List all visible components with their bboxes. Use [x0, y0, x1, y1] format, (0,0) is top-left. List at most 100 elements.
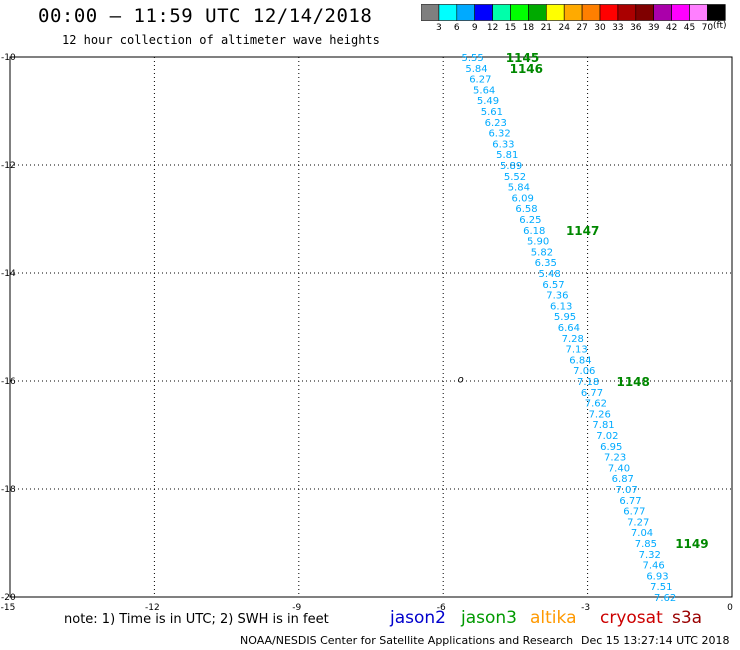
- wave-height-label: 7.46: [642, 561, 664, 572]
- satellite-label-cryosat: cryosat: [600, 608, 663, 628]
- wave-height-label: 5.82: [531, 247, 553, 258]
- wave-height-label: 6.95: [600, 442, 622, 453]
- wave-height-label: 6.32: [488, 129, 510, 140]
- wave-height-label: 7.04: [631, 528, 653, 539]
- legend-tick-label: 70: [702, 23, 714, 33]
- y-tick-label: -16: [1, 377, 16, 387]
- footer-timestamp: Dec 15 13:27:14 UTC 2018: [581, 634, 730, 647]
- wave-height-label: 6.09: [512, 193, 534, 204]
- note-text: note: 1) Time is in UTC; 2) SWH is in fe…: [64, 612, 329, 627]
- wave-height-label: 6.64: [558, 323, 580, 334]
- wave-height-label: 7.85: [635, 539, 657, 550]
- satellite-label-jason2: jason2: [390, 608, 446, 628]
- legend-tick-label: 33: [612, 23, 623, 33]
- wave-height-label: 7.06: [573, 366, 595, 377]
- x-tick-label: -3: [581, 603, 590, 612]
- legend-tick-label: 6: [454, 23, 460, 33]
- wave-height-label: 7.62: [585, 399, 607, 410]
- wave-height-label: 5.48: [539, 269, 561, 280]
- wave-height-label: 6.13: [550, 301, 572, 312]
- page-subtitle: 12 hour collection of altimeter wave hei…: [62, 33, 380, 47]
- legend-tick-label: 24: [558, 23, 570, 33]
- wave-height-label: 7.26: [589, 409, 611, 420]
- wave-height-label: 6.33: [492, 139, 514, 150]
- legend-tick-label: 39: [648, 23, 660, 33]
- wave-height-label: 5.89: [500, 161, 522, 172]
- wave-height-label: 6.27: [469, 75, 491, 86]
- wave-height-label: 7.18: [577, 377, 599, 388]
- wave-height-label: 7.07: [616, 485, 638, 496]
- x-tick-label: 0: [727, 603, 733, 612]
- wave-height-label: 6.35: [535, 258, 557, 269]
- y-tick-label: -10: [1, 53, 16, 63]
- wave-height-label: 7.28: [562, 334, 584, 345]
- legend-tick-label: 42: [666, 23, 677, 33]
- wave-height-label: 5.84: [465, 64, 487, 75]
- wave-height-label: 7.13: [565, 345, 587, 356]
- color-legend: [421, 4, 726, 21]
- legend-tick-label: 15: [505, 23, 516, 33]
- time-label: 1145: [506, 51, 539, 65]
- page-title: 00:00 – 11:59 UTC 12/14/2018: [38, 5, 373, 27]
- wave-height-label: 7.27: [627, 517, 649, 528]
- x-tick-label: -6: [437, 603, 446, 612]
- wave-height-label: 5.55: [461, 53, 483, 64]
- wave-height-label: 7.32: [639, 550, 661, 561]
- legend-tick-label: 9: [472, 23, 478, 33]
- wave-height-label: 5.61: [481, 107, 503, 118]
- y-tick-label: -20: [1, 593, 16, 603]
- satellite-label-altika: altika: [530, 608, 577, 628]
- footer-credit: NOAA/NESDIS Center for Satellite Applica…: [240, 634, 574, 647]
- wave-height-label: 6.93: [646, 571, 668, 582]
- x-tick-label: -9: [292, 603, 301, 612]
- legend-unit-label: (ft): [713, 21, 727, 31]
- y-tick-label: -18: [1, 485, 16, 495]
- wave-height-label: 7.40: [608, 463, 630, 474]
- wave-height-label: 5.84: [508, 183, 530, 194]
- legend-tick-label: 3: [436, 23, 442, 33]
- wave-height-label: 7.23: [604, 453, 626, 464]
- wave-height-label: 5.95: [554, 312, 576, 323]
- wave-height-label: 6.25: [519, 215, 541, 226]
- wave-height-label: 5.90: [527, 237, 549, 248]
- legend-tick-label: 27: [576, 23, 587, 33]
- wave-height-label: 7.36: [546, 291, 568, 302]
- time-label: 1148: [616, 375, 649, 389]
- wave-height-label: 6.84: [569, 355, 591, 366]
- satellite-label-jason3: jason3: [461, 608, 517, 628]
- wave-height-label: 7.51: [650, 582, 672, 593]
- x-tick-label: -15: [1, 603, 16, 612]
- wave-height-label: 6.77: [619, 496, 641, 507]
- legend-tick-label: 18: [523, 23, 535, 33]
- legend-tick-label: 30: [594, 23, 606, 33]
- wave-height-label: 5.52: [504, 172, 526, 183]
- wave-height-map: -15 -12 -9 -6 -3 0-10-12-14-16-18-20o5.555.84…: [1, 51, 733, 612]
- wave-height-label: 5.81: [496, 150, 518, 161]
- wave-height-label: 6.23: [485, 118, 507, 129]
- legend-tick-label: 45: [684, 23, 695, 33]
- time-label: 1147: [566, 224, 599, 238]
- wave-height-label: 7.81: [592, 420, 614, 431]
- legend-tick-label: 21: [541, 23, 552, 33]
- wave-height-label: 6.18: [523, 226, 545, 237]
- time-label: 1149: [675, 537, 708, 551]
- wave-height-label: 6.57: [542, 280, 564, 291]
- x-tick-label: -12: [145, 603, 160, 612]
- wave-height-label: 6.77: [581, 388, 603, 399]
- wave-height-label: 6.58: [515, 204, 537, 215]
- map-frame: [9, 56, 733, 598]
- time-label: 1146: [510, 62, 543, 76]
- wave-height-label: 6.87: [612, 474, 634, 485]
- wave-height-label: 6.77: [623, 507, 645, 518]
- island-outline: o: [458, 374, 464, 385]
- wave-height-label: 7.62: [654, 593, 676, 604]
- satellite-label-s3a: s3a: [672, 608, 703, 628]
- color-legend-ticks: 3 6 9 12 15 18 21 24 27 30 33 36 39 42 45 70: [436, 23, 714, 33]
- wave-height-label: 5.49: [477, 96, 499, 107]
- legend-swatch: [707, 4, 726, 21]
- wave-height-label: 5.64: [473, 85, 495, 96]
- wave-height-label: 7.02: [596, 431, 618, 442]
- y-tick-label: -14: [1, 269, 16, 279]
- legend-tick-label: 12: [487, 23, 498, 33]
- y-tick-label: -12: [1, 161, 16, 171]
